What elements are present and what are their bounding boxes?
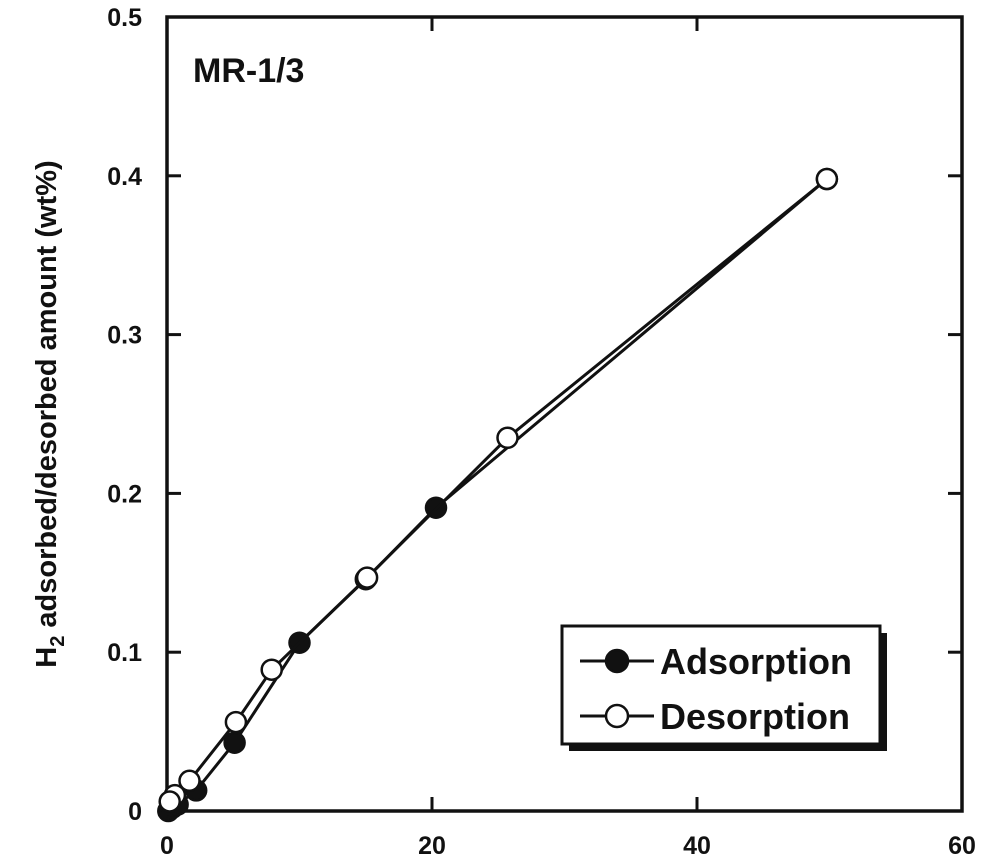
x-tick-label: 0 [160, 832, 174, 860]
desorption-point [224, 710, 248, 734]
x-tick-label: 20 [418, 832, 446, 860]
series-desorption [158, 167, 839, 813]
x-tick-label: 40 [683, 832, 711, 860]
adsorption-point [223, 731, 246, 754]
y-tick-label: 0.3 [107, 322, 142, 350]
y-axis-label: H2 adsorbed/desorbed amount (wt%) [31, 160, 69, 667]
legend-label-desorption: Desorption [660, 696, 850, 737]
legend-items: Adsorption Desorption [580, 641, 852, 737]
y-axis-label-subscript: 2 [47, 636, 69, 647]
sample-annotation: MR-1/3 [193, 52, 304, 90]
desorption-point [260, 658, 283, 681]
y-tick-label: 0.2 [107, 480, 142, 508]
plot-area [165, 15, 964, 813]
series-layer [157, 167, 839, 823]
axis-ticks [167, 17, 962, 811]
plot-frame [165, 15, 964, 813]
legend-label-adsorption: Adsorption [660, 641, 852, 682]
legend: Adsorption Desorption [560, 624, 887, 751]
desorption-point [178, 769, 201, 793]
legend-marker-adsorption [604, 648, 630, 674]
x-tick-label: 60 [948, 832, 976, 860]
desorption-point [496, 426, 519, 450]
y-tick-label: 0.5 [107, 4, 142, 32]
y-tick-label: 0 [128, 798, 142, 826]
desorption-point [355, 566, 379, 589]
desorption-point [815, 167, 839, 191]
y-axis-label-rest: adsorbed/desorbed amount (wt%) [31, 160, 63, 635]
x-axis-tick-labels: 0 20 40 60 [160, 832, 976, 860]
y-axis-tick-labels: 0 0.1 0.2 0.3 0.4 0.5 [107, 4, 142, 826]
y-tick-label: 0.1 [107, 639, 142, 667]
y-tick-label: 0.4 [107, 163, 142, 191]
y-axis-label-main: H [31, 647, 63, 668]
legend-marker-desorption [604, 703, 630, 729]
desorption-point [158, 790, 181, 813]
